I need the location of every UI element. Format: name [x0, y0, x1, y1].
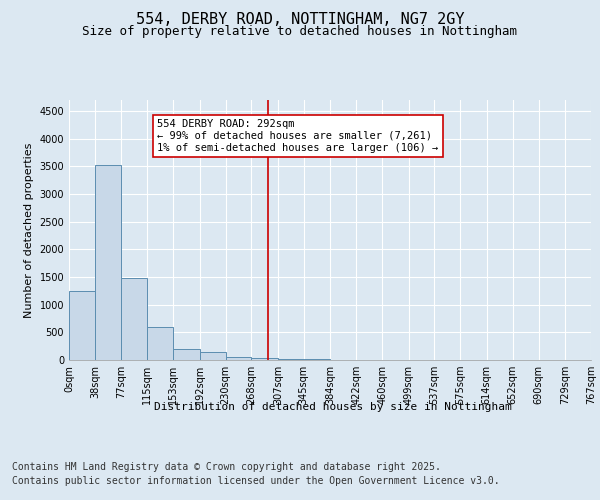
Bar	[278, 358, 304, 360]
Text: 554 DERBY ROAD: 292sqm
← 99% of detached houses are smaller (7,261)
1% of semi-d: 554 DERBY ROAD: 292sqm ← 99% of detached…	[157, 120, 439, 152]
Bar	[69, 291, 95, 360]
Text: Contains public sector information licensed under the Open Government Licence v3: Contains public sector information licen…	[12, 476, 500, 486]
Bar	[147, 327, 173, 360]
Bar	[200, 352, 226, 360]
Bar	[95, 166, 121, 360]
Text: Contains HM Land Registry data © Crown copyright and database right 2025.: Contains HM Land Registry data © Crown c…	[12, 462, 441, 472]
Bar	[173, 349, 200, 360]
Bar	[251, 358, 278, 360]
Text: 554, DERBY ROAD, NOTTINGHAM, NG7 2GY: 554, DERBY ROAD, NOTTINGHAM, NG7 2GY	[136, 12, 464, 28]
Text: Size of property relative to detached houses in Nottingham: Size of property relative to detached ho…	[83, 25, 517, 38]
Text: Distribution of detached houses by size in Nottingham: Distribution of detached houses by size …	[154, 402, 512, 412]
Y-axis label: Number of detached properties: Number of detached properties	[24, 142, 34, 318]
Bar	[121, 278, 147, 360]
Bar	[226, 356, 251, 360]
